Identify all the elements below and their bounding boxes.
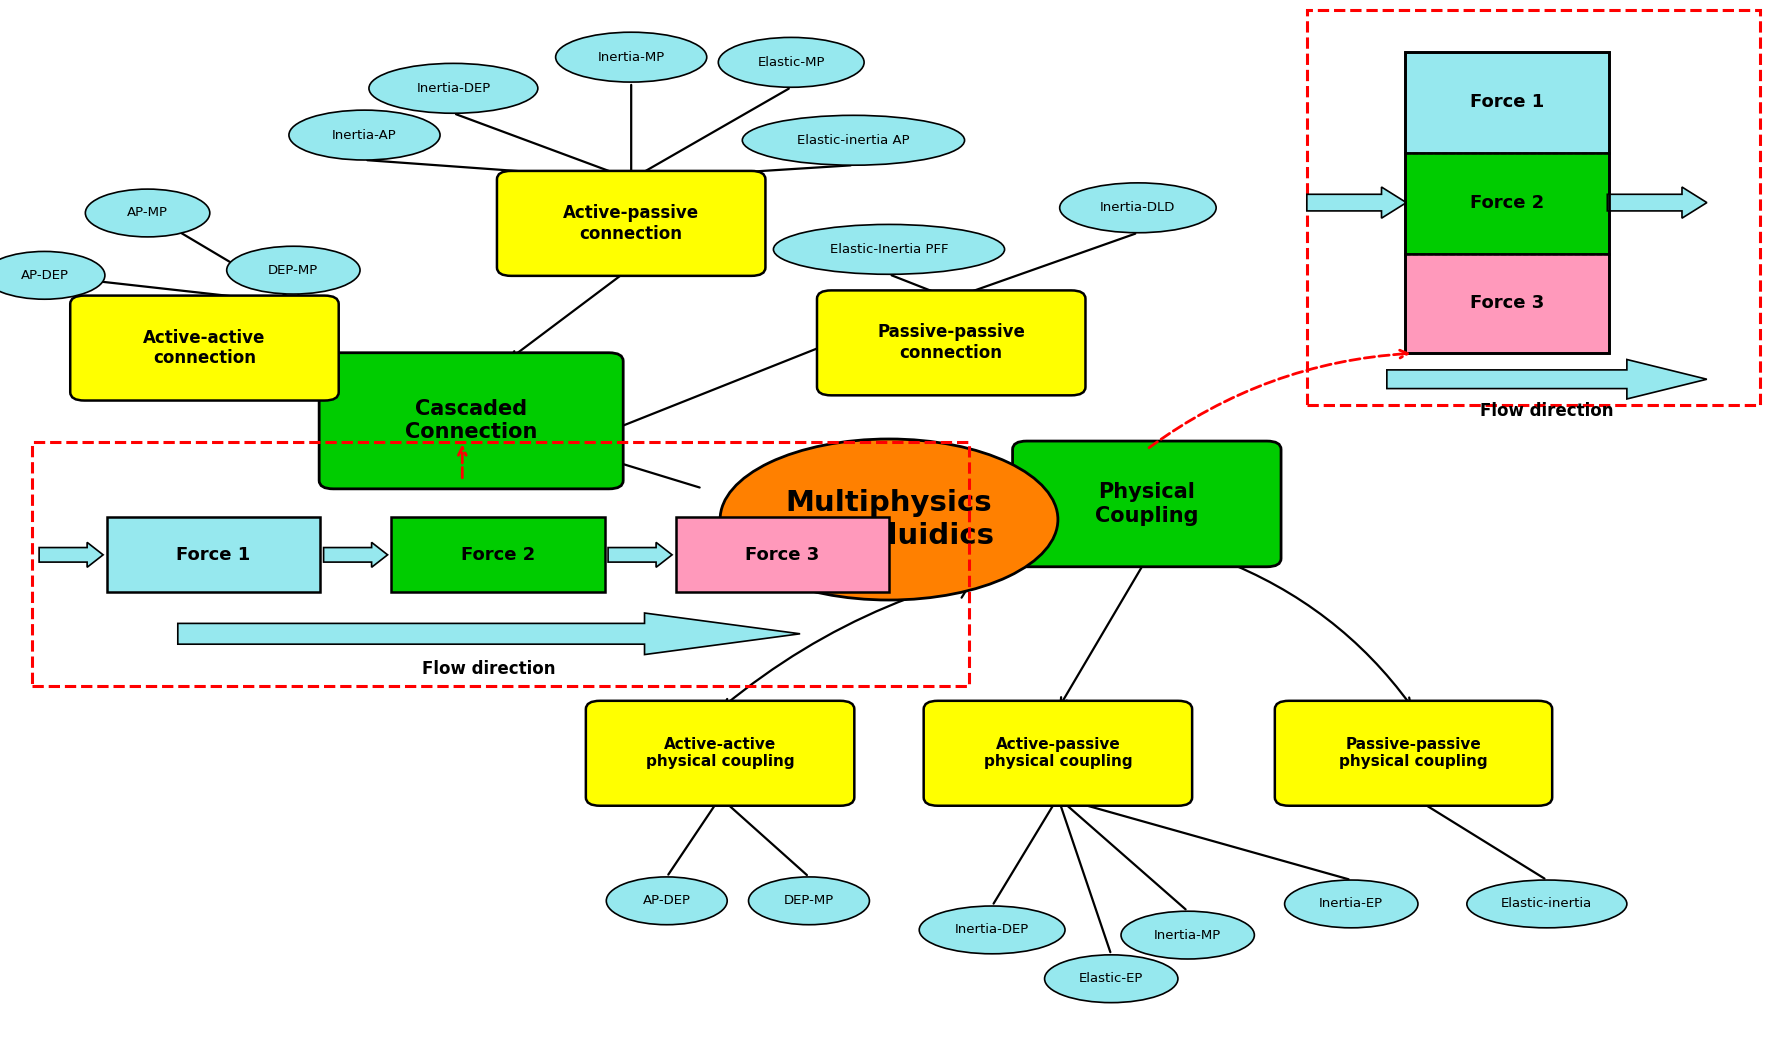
Text: Passive-passive
physical coupling: Passive-passive physical coupling — [1339, 737, 1488, 770]
Ellipse shape — [720, 439, 1058, 601]
FancyBboxPatch shape — [391, 517, 605, 592]
Text: Multiphysics
Microfluidics: Multiphysics Microfluidics — [784, 489, 994, 550]
Text: AP-DEP: AP-DEP — [21, 269, 68, 282]
Polygon shape — [1387, 359, 1707, 399]
Ellipse shape — [741, 115, 964, 165]
FancyBboxPatch shape — [107, 517, 320, 592]
Text: Elastic-EP: Elastic-EP — [1079, 973, 1143, 985]
FancyBboxPatch shape — [1405, 153, 1609, 254]
Polygon shape — [608, 542, 672, 567]
Text: AP-DEP: AP-DEP — [644, 895, 690, 907]
Ellipse shape — [606, 877, 727, 925]
Text: Elastic-inertia AP: Elastic-inertia AP — [797, 134, 910, 146]
Text: AP-MP: AP-MP — [126, 207, 169, 219]
Ellipse shape — [85, 189, 210, 237]
Ellipse shape — [1060, 183, 1216, 233]
Ellipse shape — [773, 224, 1005, 274]
Text: Force 3: Force 3 — [745, 545, 820, 564]
FancyBboxPatch shape — [925, 701, 1191, 806]
Ellipse shape — [749, 877, 869, 925]
Ellipse shape — [370, 63, 537, 113]
Text: Inertia-MP: Inertia-MP — [1154, 929, 1221, 941]
Text: Inertia-EP: Inertia-EP — [1319, 898, 1383, 910]
FancyBboxPatch shape — [320, 353, 622, 489]
FancyBboxPatch shape — [587, 701, 855, 806]
Text: Inertia-MP: Inertia-MP — [597, 51, 665, 63]
FancyBboxPatch shape — [1013, 442, 1280, 567]
Ellipse shape — [1284, 880, 1417, 928]
FancyBboxPatch shape — [71, 296, 340, 401]
Text: Active-active
physical coupling: Active-active physical coupling — [645, 737, 795, 770]
Text: Flow direction: Flow direction — [1479, 402, 1614, 420]
Text: Passive-passive
connection: Passive-passive connection — [877, 323, 1026, 363]
Polygon shape — [1307, 187, 1406, 218]
Text: Force 2: Force 2 — [1470, 194, 1543, 212]
Text: DEP-MP: DEP-MP — [268, 264, 318, 276]
Ellipse shape — [718, 37, 864, 87]
Text: Force 1: Force 1 — [1470, 94, 1543, 111]
Polygon shape — [324, 542, 388, 567]
Ellipse shape — [228, 246, 359, 294]
Text: Elastic-inertia: Elastic-inertia — [1501, 898, 1593, 910]
Text: Flow direction: Flow direction — [421, 660, 557, 677]
Text: Active-passive
physical coupling: Active-passive physical coupling — [983, 737, 1133, 770]
Ellipse shape — [1044, 955, 1177, 1003]
Text: Inertia-DEP: Inertia-DEP — [955, 924, 1029, 936]
Text: Inertia-DLD: Inertia-DLD — [1101, 202, 1175, 214]
Polygon shape — [39, 542, 103, 567]
Text: Force 1: Force 1 — [176, 545, 251, 564]
Text: Elastic-MP: Elastic-MP — [757, 56, 825, 69]
FancyBboxPatch shape — [1405, 254, 1609, 353]
FancyBboxPatch shape — [818, 291, 1085, 396]
Text: Cascaded
Connection: Cascaded Connection — [405, 399, 537, 443]
Text: Elastic-Inertia PFF: Elastic-Inertia PFF — [830, 243, 948, 256]
Ellipse shape — [0, 251, 105, 299]
Text: Physical
Coupling: Physical Coupling — [1095, 482, 1198, 526]
Text: Force 2: Force 2 — [461, 545, 535, 564]
FancyBboxPatch shape — [496, 171, 765, 276]
FancyBboxPatch shape — [1405, 52, 1609, 153]
Ellipse shape — [919, 906, 1065, 954]
Text: Force 3: Force 3 — [1470, 294, 1543, 313]
Text: Active-passive
connection: Active-passive connection — [564, 204, 699, 243]
FancyBboxPatch shape — [676, 517, 889, 592]
Text: Inertia-DEP: Inertia-DEP — [416, 82, 491, 95]
Polygon shape — [178, 613, 800, 655]
Text: Inertia-AP: Inertia-AP — [332, 129, 396, 141]
Ellipse shape — [557, 32, 706, 82]
Ellipse shape — [1122, 911, 1255, 959]
Text: Active-active
connection: Active-active connection — [144, 328, 265, 368]
Polygon shape — [1607, 187, 1707, 218]
FancyBboxPatch shape — [1275, 701, 1552, 806]
Ellipse shape — [1467, 880, 1627, 928]
Text: DEP-MP: DEP-MP — [784, 895, 834, 907]
Ellipse shape — [288, 110, 441, 160]
